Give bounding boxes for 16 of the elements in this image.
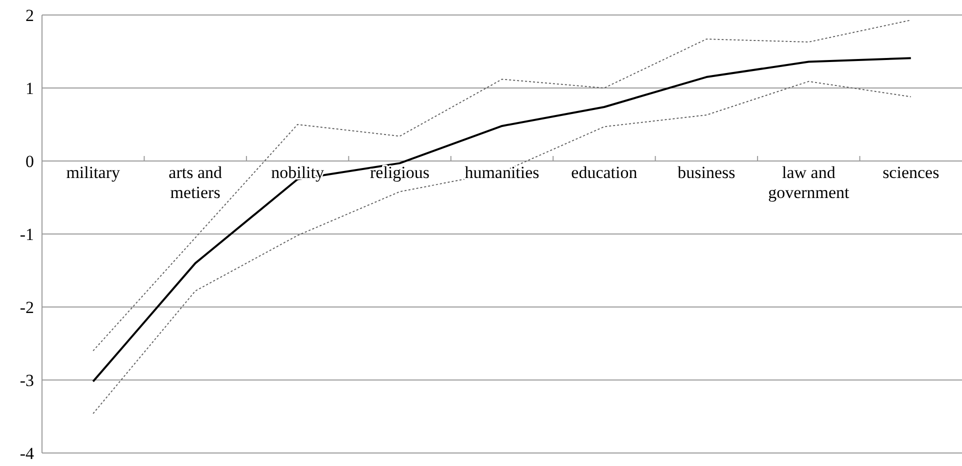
y-tick-label: 1 (26, 79, 34, 98)
y-tick-label: -4 (20, 444, 34, 464)
x-tick-label: business (678, 163, 736, 182)
y-tick-label: -1 (20, 225, 34, 244)
y-tick-label: 2 (26, 6, 34, 26)
x-tick-label: law and government (768, 163, 850, 202)
x-tick-label: military (66, 163, 121, 182)
y-tick-label: -3 (20, 371, 34, 390)
x-tick-label: religious (370, 163, 430, 182)
x-tick-label: humanities (464, 163, 540, 182)
x-tick-label: sciences (882, 163, 940, 182)
x-tick-label: nobility (271, 163, 324, 182)
x-tick-label: education (571, 163, 638, 182)
y-tick-label: -2 (20, 298, 34, 318)
y-tick-label: 0 (26, 152, 34, 172)
x-tick-label: arts and metiers (168, 163, 222, 202)
